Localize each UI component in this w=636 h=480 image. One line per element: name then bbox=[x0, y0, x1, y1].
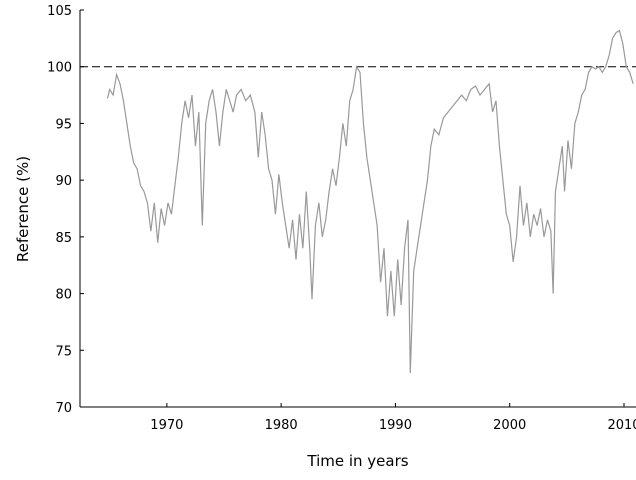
x-axis-label: Time in years bbox=[306, 452, 408, 470]
y-tick-label: 95 bbox=[55, 117, 72, 132]
y-tick-label: 105 bbox=[47, 4, 72, 19]
y-tick-label: 75 bbox=[55, 344, 72, 359]
y-tick-label: 90 bbox=[55, 174, 72, 189]
x-tick-label: 2000 bbox=[493, 418, 526, 433]
x-tick-label: 1970 bbox=[150, 418, 183, 433]
x-tick-label: 1980 bbox=[265, 418, 298, 433]
y-tick-label: 70 bbox=[55, 401, 72, 416]
y-axis-label: Reference (%) bbox=[14, 156, 32, 262]
x-tick-label: 2010 bbox=[607, 418, 636, 433]
y-tick-label: 100 bbox=[47, 61, 72, 76]
data-line bbox=[106, 29, 634, 373]
y-tick-label: 85 bbox=[55, 231, 72, 246]
x-tick-label: 1990 bbox=[379, 418, 412, 433]
y-tick-label: 80 bbox=[55, 288, 72, 303]
